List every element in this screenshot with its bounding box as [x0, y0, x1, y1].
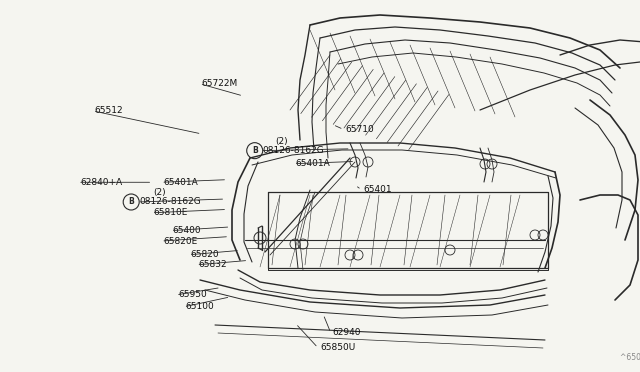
- Text: 65850U: 65850U: [320, 343, 355, 352]
- Text: 65401: 65401: [364, 185, 392, 194]
- Text: 62940: 62940: [333, 328, 362, 337]
- Text: 08126-8162G: 08126-8162G: [140, 198, 201, 206]
- Text: ^650*0' 6: ^650*0' 6: [620, 353, 640, 362]
- Text: 65710: 65710: [346, 125, 374, 134]
- Text: 65401A: 65401A: [163, 178, 198, 187]
- Text: (2): (2): [275, 137, 288, 146]
- Text: 65100: 65100: [186, 302, 214, 311]
- Text: 65810E: 65810E: [154, 208, 188, 217]
- Text: 65512: 65512: [95, 106, 124, 115]
- Text: 65832: 65832: [198, 260, 227, 269]
- Text: 08126-8162G: 08126-8162G: [262, 146, 324, 155]
- Text: (2): (2): [154, 188, 166, 197]
- Text: 65820E: 65820E: [163, 237, 198, 246]
- Text: 65820: 65820: [191, 250, 220, 259]
- Text: 62840+A: 62840+A: [80, 178, 122, 187]
- Text: 65950: 65950: [178, 291, 207, 299]
- Text: 65400: 65400: [173, 226, 202, 235]
- Text: 65722M: 65722M: [202, 79, 238, 88]
- Text: B: B: [129, 198, 134, 206]
- Text: B: B: [252, 146, 257, 155]
- Text: 65401A: 65401A: [296, 159, 330, 168]
